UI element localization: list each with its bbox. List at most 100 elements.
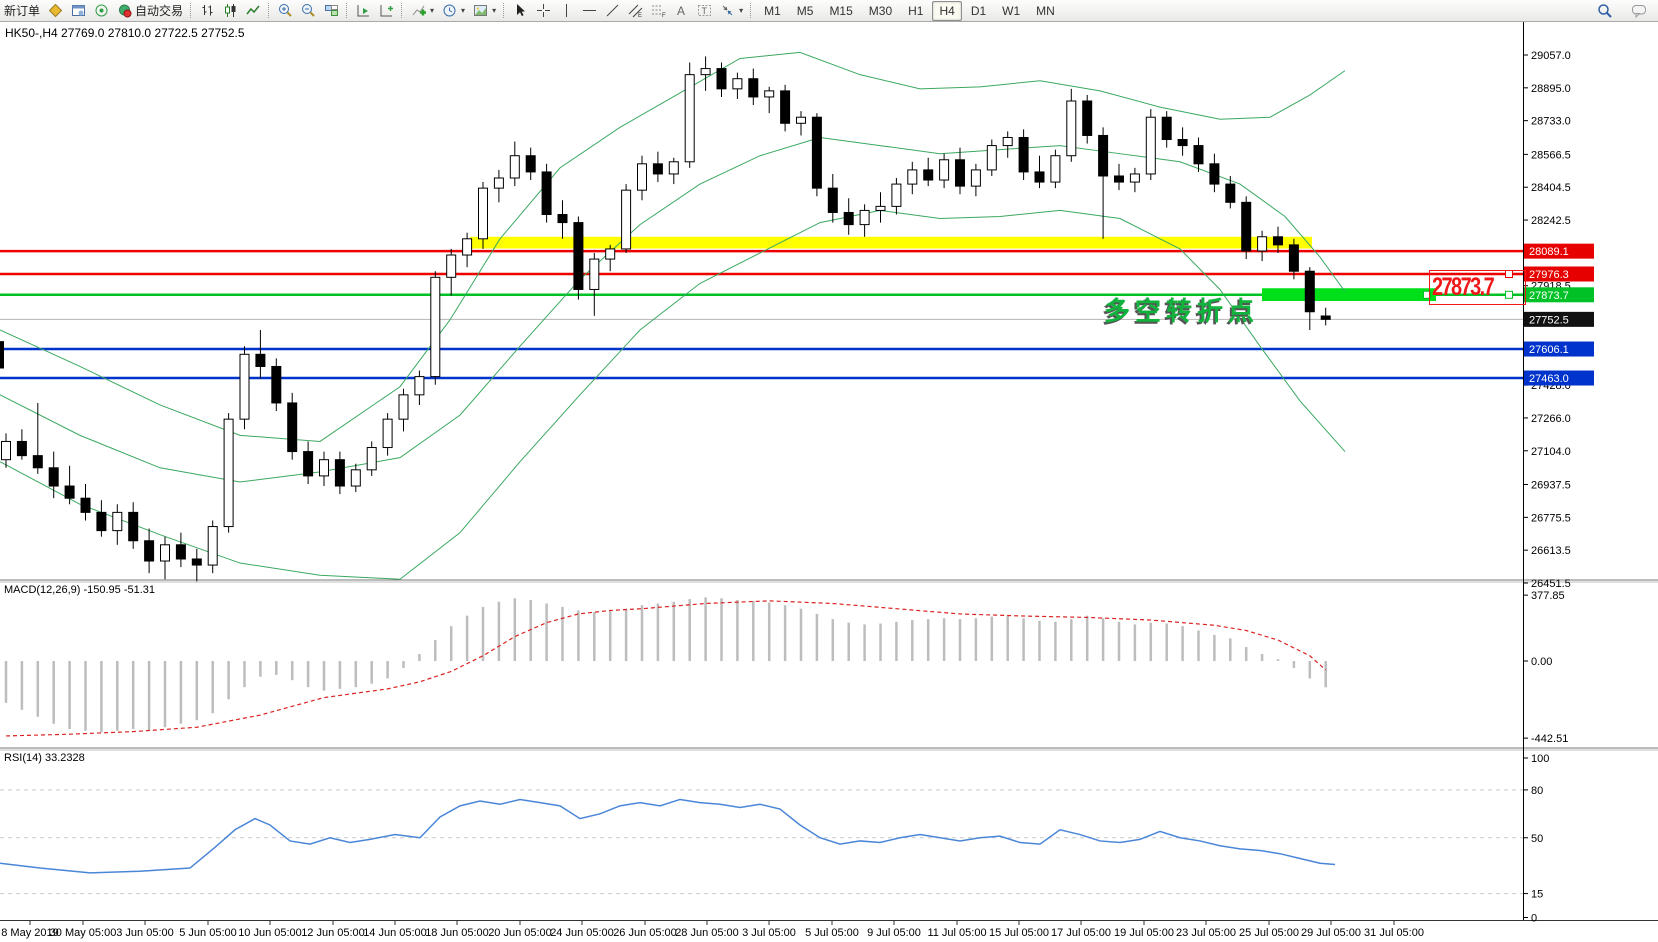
- macd-tick-label: -442.51: [1531, 733, 1568, 745]
- svg-text:T: T: [702, 6, 708, 16]
- candle-body: [493, 177, 504, 189]
- candle-body: [1273, 236, 1283, 246]
- time-tick-label: 15 Jul 05:00: [989, 927, 1049, 939]
- market-watch-icon[interactable]: [67, 0, 90, 21]
- vline-icon[interactable]: [555, 0, 578, 21]
- green-zone[interactable]: [1262, 288, 1436, 302]
- timeframe-button-mn[interactable]: MN: [1036, 3, 1055, 18]
- price-tick-label: 26613.5: [1531, 545, 1571, 557]
- candle-body: [970, 169, 981, 187]
- price-callout-box[interactable]: 27873.7: [1429, 270, 1526, 305]
- line-chart-icon[interactable]: [242, 0, 265, 21]
- timeframe-button-m1[interactable]: M1: [764, 3, 781, 18]
- text-icon[interactable]: A: [670, 0, 693, 21]
- rsi-line: [0, 798, 1336, 874]
- timeframe-button-m15[interactable]: M15: [829, 3, 853, 18]
- time-tick-label: 8 May 2019: [1, 927, 58, 939]
- turning-point-annotation[interactable]: 多空转折点: [1104, 296, 1260, 326]
- chart-shift-icon[interactable]: [375, 0, 398, 21]
- time-tick-label: 11 Jul 05:00: [927, 927, 986, 939]
- new-chart-icon[interactable]: [44, 0, 67, 21]
- candle-body: [478, 187, 488, 240]
- line-handle[interactable]: [1505, 290, 1513, 299]
- price-flag-28089.1: [1524, 243, 1594, 259]
- candle-body: [732, 78, 743, 90]
- chevron-down-icon: ▾: [492, 6, 497, 15]
- zoom-in-icon[interactable]: [274, 0, 297, 21]
- timeframe-button-h4[interactable]: H4: [932, 0, 962, 21]
- candles: [0, 56, 1331, 582]
- candle-body: [827, 187, 838, 213]
- chart-canvas[interactable]: 29057.0 28895.0 28733.0 28566.5 28404.5 28242…: [0, 22, 1658, 942]
- timeframe-button-m5[interactable]: M5: [796, 3, 814, 18]
- line-handle[interactable]: [1423, 290, 1431, 299]
- templates-icon[interactable]: ▾: [469, 0, 500, 21]
- candle-body: [1082, 100, 1093, 136]
- zoom-out-icon[interactable]: [297, 0, 320, 21]
- price-flag-label: 27976.3: [1529, 269, 1569, 281]
- bar-chart-icon[interactable]: [196, 0, 219, 21]
- price-flag-27752.5: [1524, 311, 1594, 327]
- candle-body: [303, 451, 314, 477]
- fibonacci-icon[interactable]: F: [647, 0, 670, 21]
- price-flag-27463.0: [1524, 370, 1594, 386]
- panel-separators: [0, 579, 1658, 921]
- price-tick-label: 26451.5: [1531, 578, 1571, 590]
- candle-body: [32, 455, 43, 469]
- periods-icon[interactable]: ▾: [438, 0, 469, 21]
- candle-body: [430, 276, 441, 378]
- auto-scroll-icon: [356, 3, 371, 18]
- timeframe-button-h1[interactable]: H1: [908, 3, 924, 18]
- new-order-button[interactable]: 新订单: [0, 0, 44, 21]
- timeframe-button-m30[interactable]: M30: [868, 3, 893, 18]
- candle-body: [557, 213, 568, 224]
- auto-scroll-icon[interactable]: [352, 0, 375, 21]
- hline-icon[interactable]: [578, 0, 601, 21]
- search-icon[interactable]: [1593, 0, 1617, 21]
- indicators-icon: [411, 3, 427, 18]
- candlestick-chart-icon: [223, 3, 238, 18]
- candle-body: [541, 171, 552, 215]
- hline-icon: [582, 3, 597, 18]
- yellow-zone[interactable]: [470, 236, 1312, 249]
- trendline-icon[interactable]: [601, 0, 624, 21]
- candle-body: [334, 459, 345, 487]
- candlestick-chart-icon[interactable]: [219, 0, 242, 21]
- candle-body: [700, 68, 711, 76]
- channel-icon[interactable]: E: [624, 0, 647, 21]
- horizontal-lines[interactable]: [0, 249, 1523, 380]
- price-tick-label: 27104.0: [1531, 446, 1571, 458]
- price-flag-label: 27752.5: [1529, 314, 1569, 326]
- signals-icon: [94, 3, 109, 18]
- candle-body: [207, 526, 218, 566]
- candle-body: [1114, 175, 1124, 183]
- toolbar-separator: [503, 3, 505, 18]
- price-tick-label: 29057.0: [1531, 50, 1571, 62]
- signals-icon[interactable]: [90, 0, 113, 21]
- indicators-icon[interactable]: ▾: [407, 0, 438, 21]
- macd-indicator-label: MACD(12,26,9) -150.95 -51.31: [4, 584, 156, 596]
- tile-windows-icon[interactable]: [320, 0, 343, 21]
- candle-body: [414, 376, 425, 396]
- channel-icon: E: [628, 3, 643, 18]
- candle-body: [239, 353, 250, 420]
- candle-body: [1193, 145, 1204, 165]
- price-flag-27976.3: [1524, 266, 1594, 282]
- text-label-icon[interactable]: T: [693, 0, 716, 21]
- cursor-icon[interactable]: [509, 0, 532, 21]
- timeframe-button-d1[interactable]: D1: [970, 3, 987, 18]
- arrows-icon[interactable]: ▾: [716, 0, 747, 21]
- bollinger-middle: [0, 136, 1346, 483]
- autotrade-button-label: 自动交易: [135, 4, 184, 18]
- crosshair-icon[interactable]: [532, 0, 555, 21]
- candle-body: [255, 353, 266, 367]
- time-tick-label: 5 Jul 05:00: [805, 927, 859, 939]
- timeframe-button-w1[interactable]: W1: [1002, 3, 1021, 18]
- templates-icon: [473, 3, 488, 18]
- candle-body: [907, 169, 918, 185]
- autotrade-button[interactable]: 自动交易: [113, 0, 187, 21]
- price-flag-27873.7: [1524, 287, 1594, 303]
- candle-body: [350, 469, 361, 487]
- chat-icon[interactable]: [1627, 0, 1652, 21]
